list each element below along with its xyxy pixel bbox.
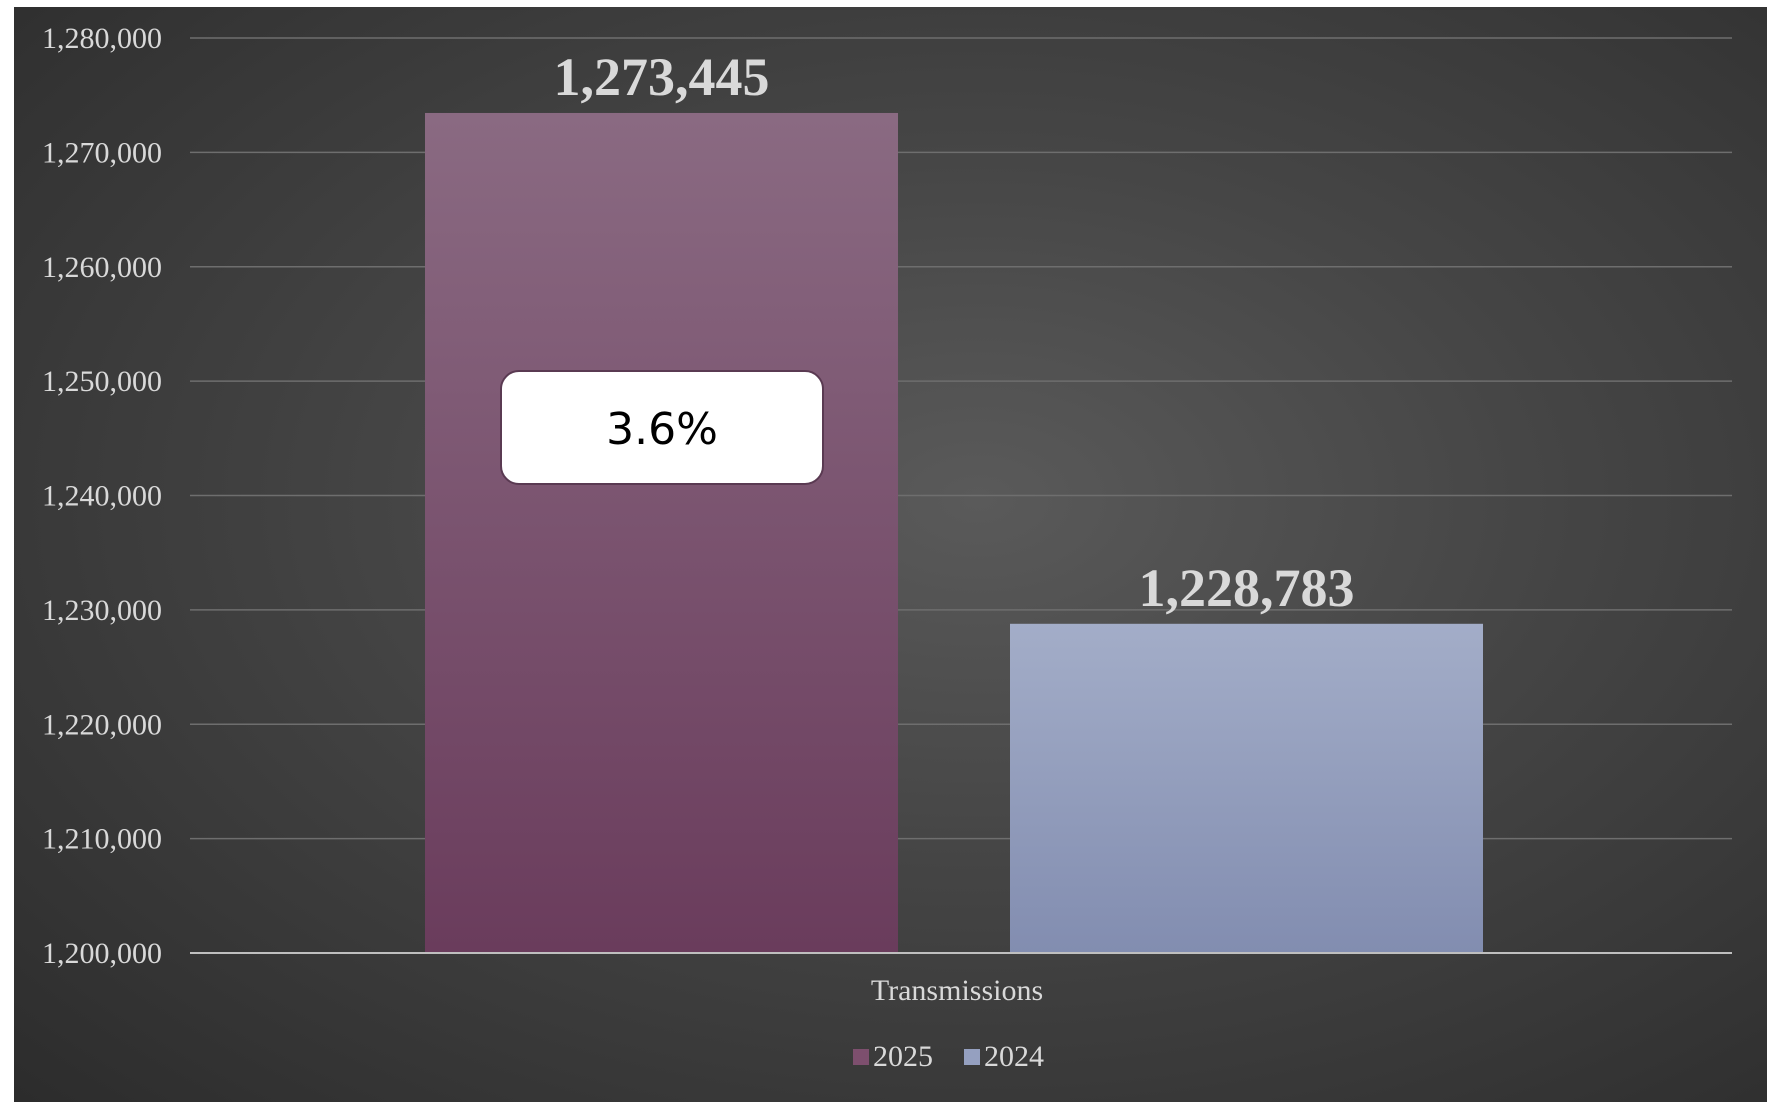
category-label: Transmissions [871,974,1043,1007]
legend-swatch-2025 [853,1049,869,1065]
y-tick-label: 1,280,000 [42,22,162,55]
bars [425,112,1483,954]
y-tick-label: 1,230,000 [42,594,162,627]
y-tick-label: 1,220,000 [42,708,162,741]
chart-area: 1,200,000 1,210,000 1,220,000 1,230,000 1,24… [14,7,1767,1102]
y-tick-label: 1,240,000 [42,480,162,513]
gridlines [190,37,1732,840]
y-tick-label: 1,260,000 [42,251,162,284]
legend-label-2025: 2025 [873,1040,933,1073]
legend-label-2024: 2024 [984,1040,1044,1073]
data-label-2024: 1,228,783 [1139,558,1355,618]
y-axis: 1,200,000 1,210,000 1,220,000 1,230,000 1,24… [42,22,162,970]
y-tick-label: 1,270,000 [42,136,162,169]
bar-2025 [425,112,898,954]
callout-text: 3.6% [606,404,718,455]
change-callout: 3.6% [500,370,824,485]
legend-swatch-2024 [964,1049,980,1065]
bar-chart: 1,200,000 1,210,000 1,220,000 1,230,000 1,24… [42,22,1732,1073]
y-tick-label: 1,210,000 [42,823,162,856]
callout-box [500,370,824,485]
data-labels: 1,273,445 1,228,783 [554,47,1355,618]
bar-2024 [1010,623,1483,953]
y-tick-label: 1,200,000 [42,937,162,970]
data-label-2025: 1,273,445 [554,47,770,107]
y-tick-label: 1,250,000 [42,365,162,398]
legend: 2025 2024 [853,1040,1044,1073]
